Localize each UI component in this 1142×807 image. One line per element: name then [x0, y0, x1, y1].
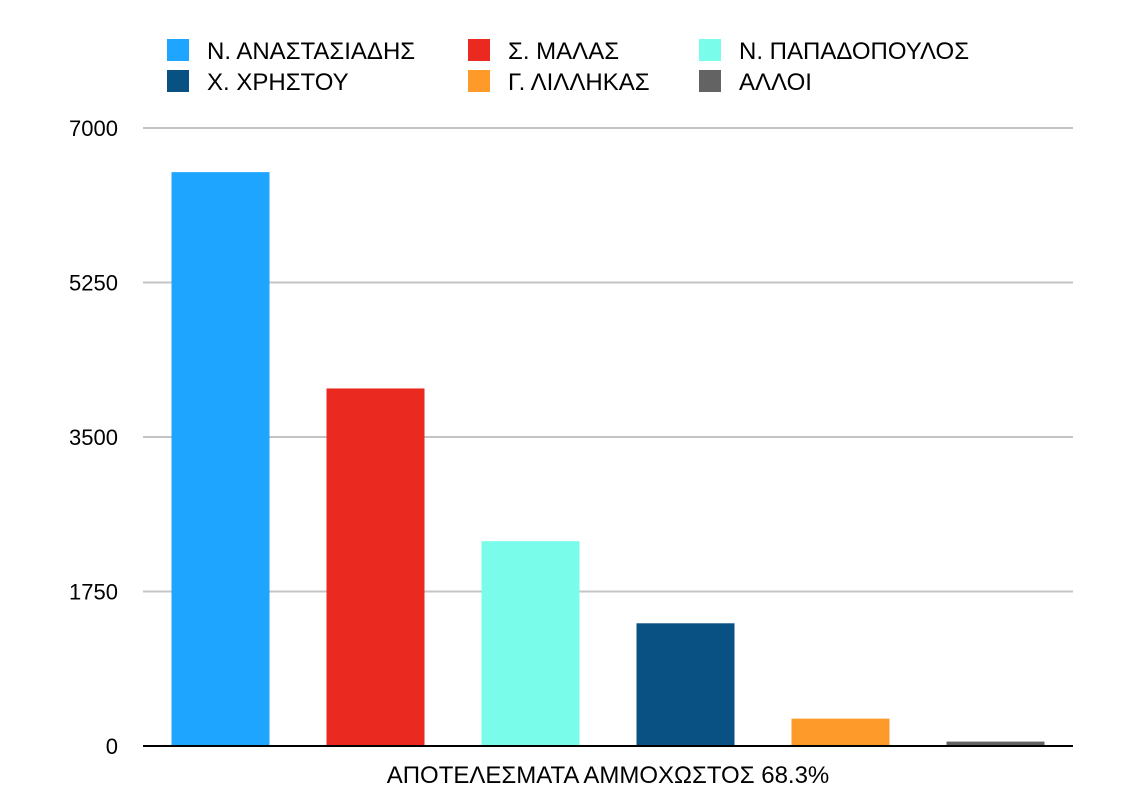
- y-tick-label: 0: [106, 734, 118, 759]
- legend-label: Ν. ΑΝΑΣΤΑΣΙΑΔΗΣ: [207, 38, 415, 65]
- legend-swatch: [699, 70, 721, 92]
- legend-swatch: [167, 39, 189, 61]
- bar-6: [946, 741, 1045, 746]
- gridlines: [143, 127, 1073, 593]
- legend-label: Χ. ΧΡΗΣΤΟΥ: [207, 69, 349, 96]
- legend-label: Ν. ΠΑΠΑΔΟΠΟΥΛΟΣ: [739, 38, 969, 65]
- legend-swatch: [167, 70, 189, 92]
- legend-label: Σ. ΜΑΛΑΣ: [508, 38, 619, 65]
- legend-swatch: [468, 39, 490, 61]
- bar-2: [326, 388, 425, 746]
- bars: [171, 172, 1045, 747]
- bar-5: [791, 718, 890, 746]
- bar-3: [481, 541, 580, 746]
- legend: Ν. ΑΝΑΣΤΑΣΙΑΔΗΣ Σ. ΜΑΛΑΣ Ν. ΠΑΠΑΔΟΠΟΥΛΟΣ Χ.…: [167, 38, 969, 96]
- y-tick-label: 3500: [69, 425, 118, 450]
- legend-label: ΑΛΛΟΙ: [739, 69, 812, 96]
- y-tick-label: 1750: [69, 580, 118, 605]
- y-tick-label: 7000: [69, 116, 118, 141]
- legend-swatch: [468, 70, 490, 92]
- bar-1: [171, 172, 270, 747]
- legend-label: Γ. ΛΙΛΛΗΚΑΣ: [508, 69, 650, 96]
- legend-swatch: [699, 39, 721, 61]
- y-tick-label: 5250: [69, 271, 118, 296]
- x-axis-title: ΑΠΟΤΕΛΕΣΜΑΤΑ ΑΜΜΟΧΩΣΤΟΣ 68.3%: [387, 762, 830, 789]
- bar-4: [636, 623, 735, 746]
- y-axis-ticks: 0 1750 3500 5250 7000: [69, 116, 118, 759]
